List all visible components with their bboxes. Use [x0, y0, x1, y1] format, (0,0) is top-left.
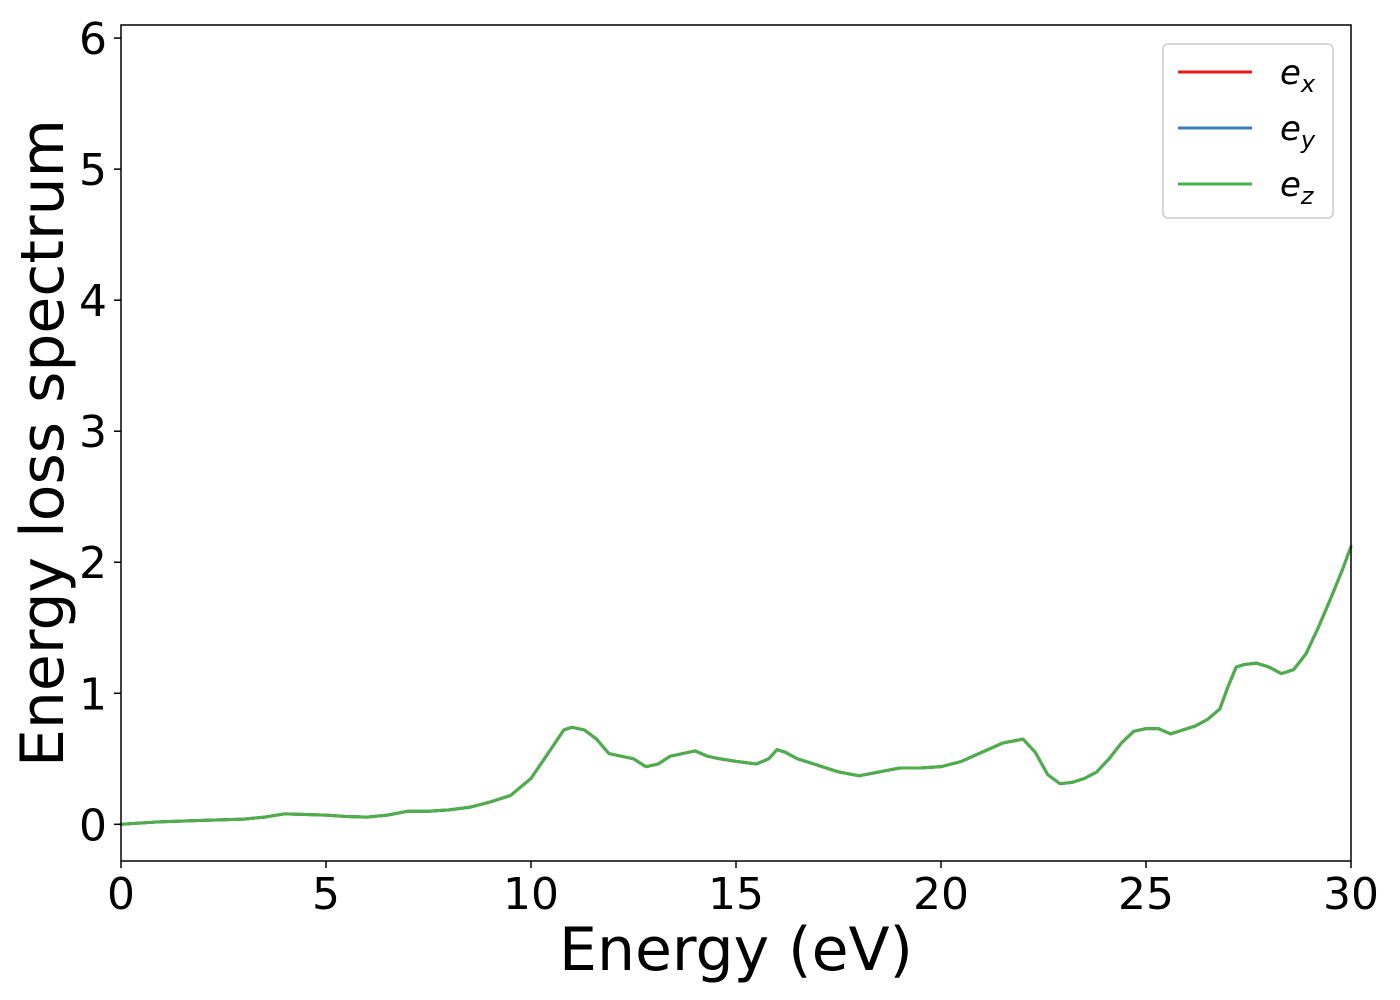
y-tick-label: 5: [79, 145, 107, 196]
y-tick-label: 1: [79, 669, 107, 720]
y-tick-label: 0: [79, 800, 107, 851]
x-axis-ticks: 0 5 10 15 20 25 30: [107, 861, 1379, 920]
y-axis-title: Energy loss spectrum: [8, 119, 78, 767]
series-line-z: [119, 545, 1353, 826]
y-axis-ticks: 0 1 2 3 4 5 6: [79, 14, 121, 851]
y-tick-label: 6: [79, 14, 107, 65]
x-tick-label: 10: [503, 869, 559, 920]
x-tick-label: 15: [708, 869, 764, 920]
y-tick-label: 4: [79, 276, 107, 327]
x-tick-label: 0: [107, 869, 135, 920]
y-tick-label: 2: [79, 538, 107, 589]
series-layer: [119, 545, 1353, 826]
x-tick-label: 30: [1323, 869, 1379, 920]
x-tick-label: 20: [913, 869, 969, 920]
y-tick-label: 3: [79, 407, 107, 458]
x-axis-title: Energy (eV): [559, 915, 913, 985]
x-tick-label: 5: [312, 869, 340, 920]
x-tick-label: 25: [1118, 869, 1174, 920]
legend-box: [1162, 43, 1334, 219]
